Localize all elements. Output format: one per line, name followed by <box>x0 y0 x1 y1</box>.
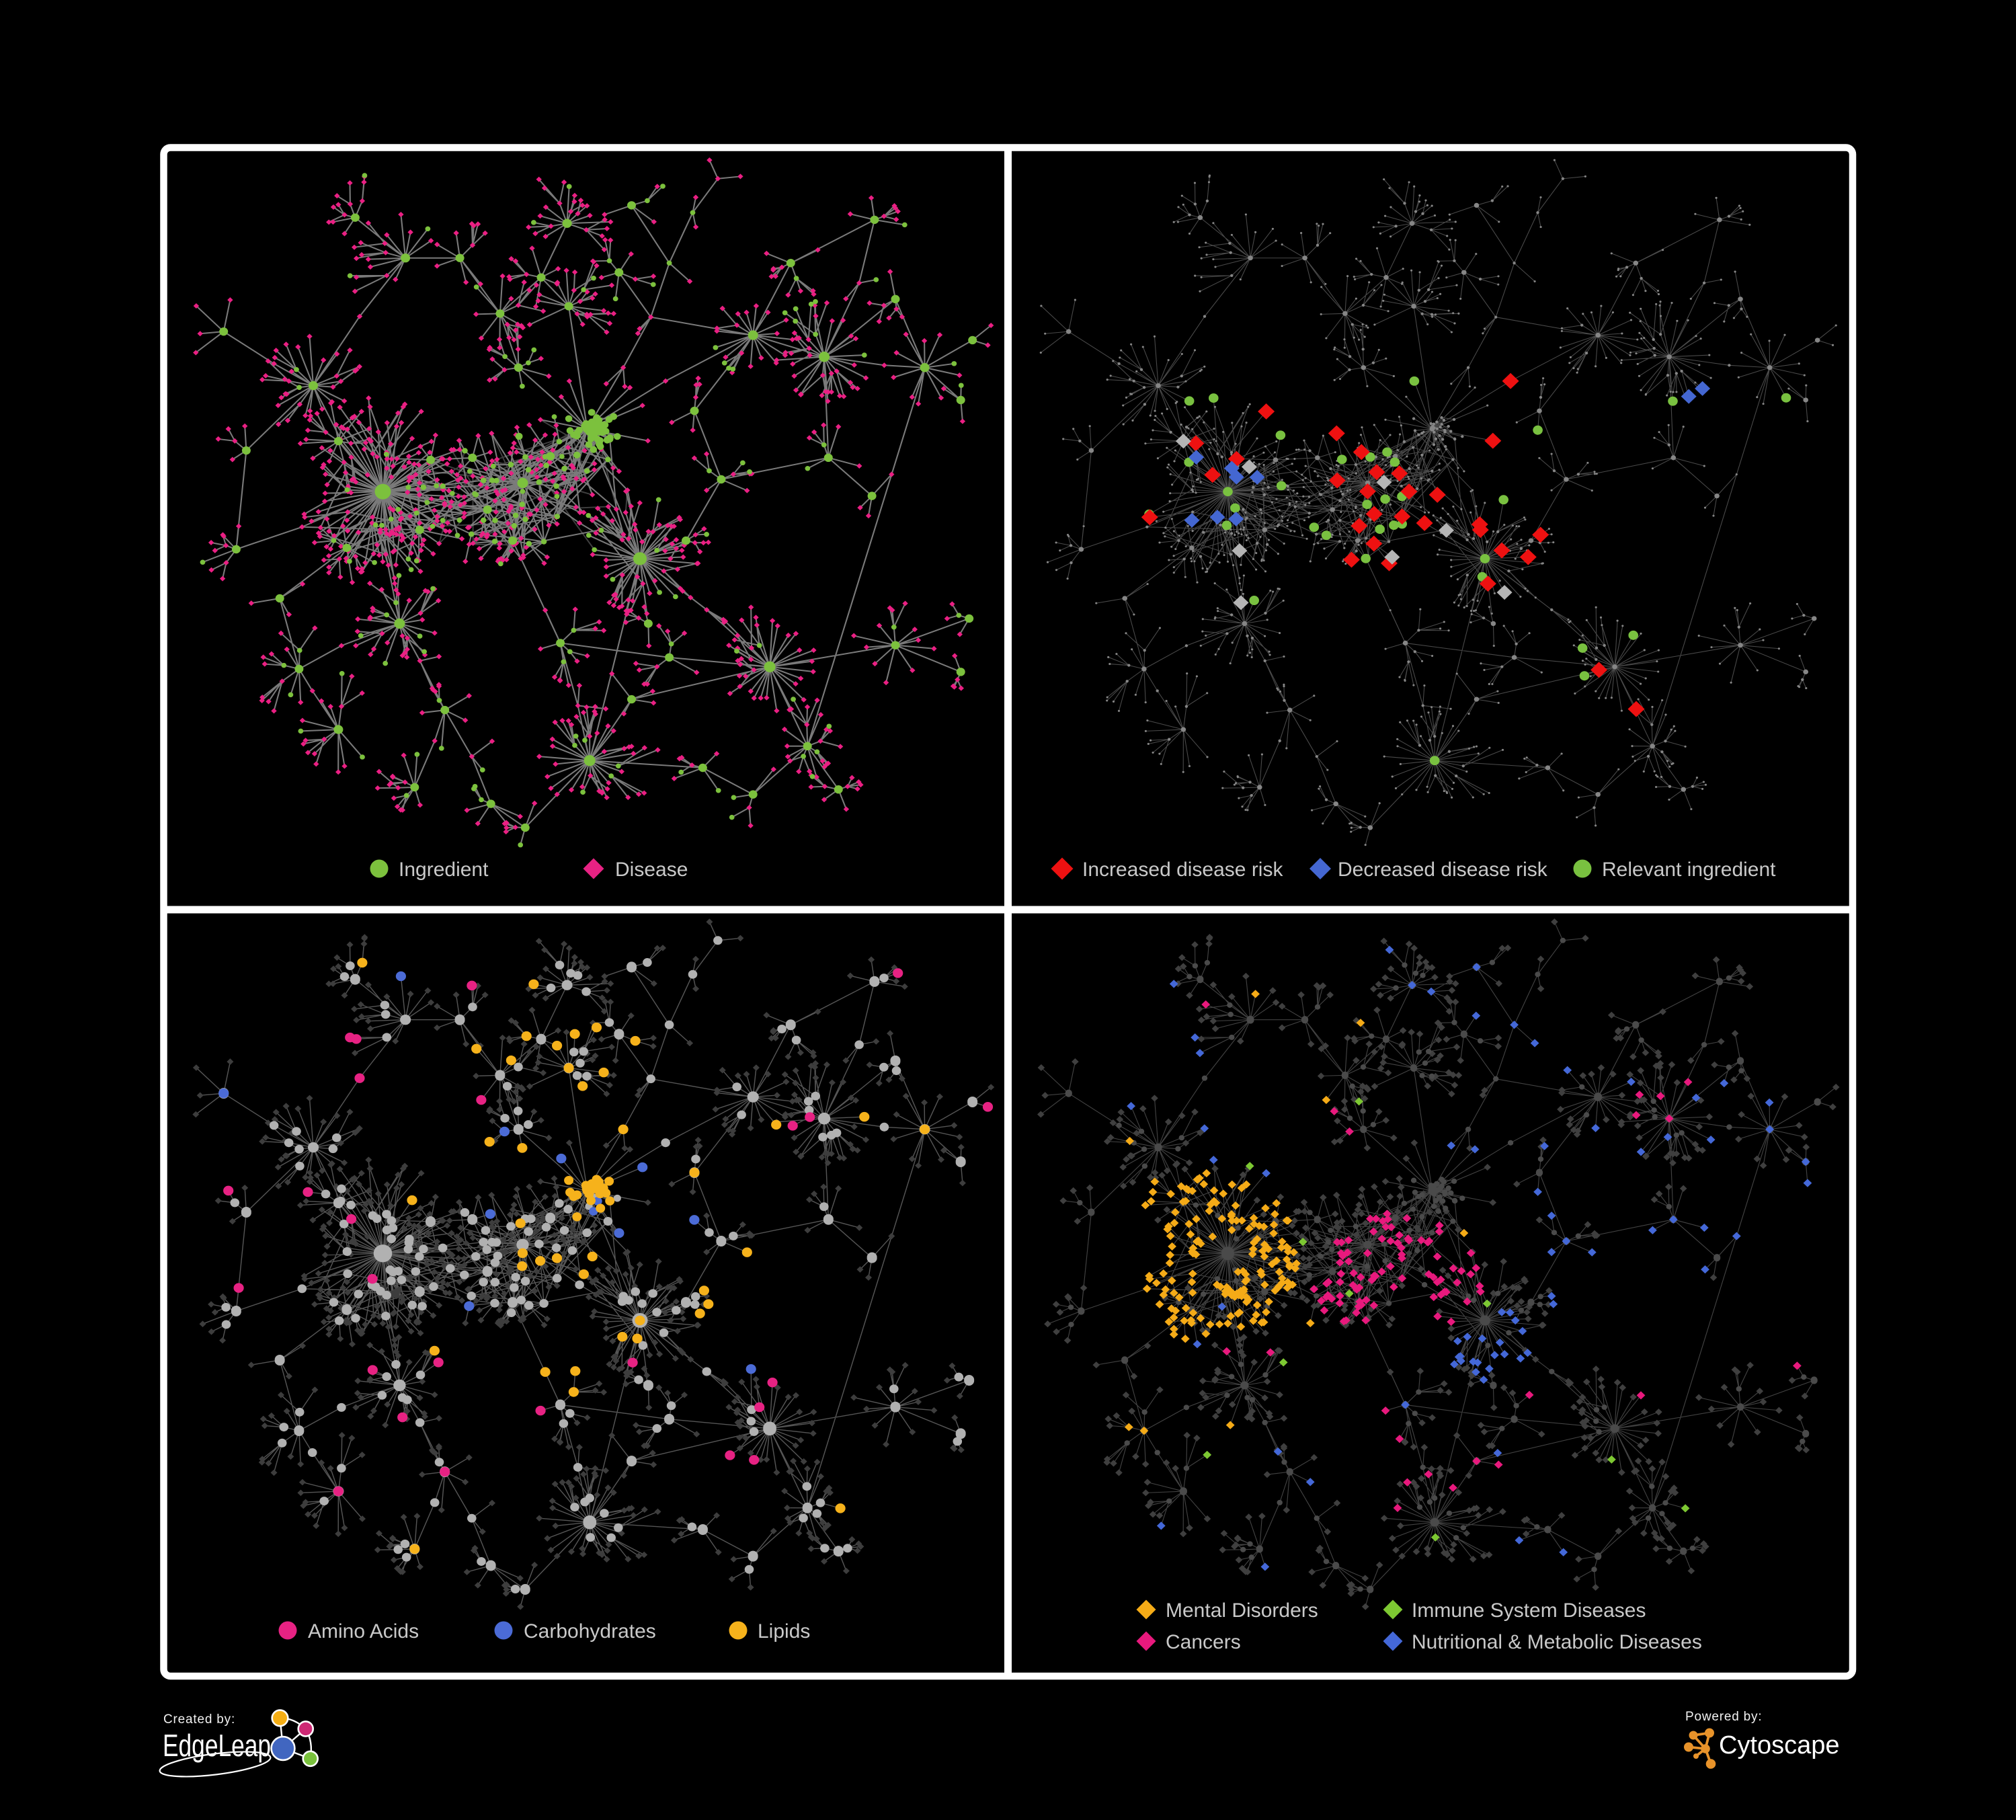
svg-text:Amino Acids: Amino Acids <box>308 1620 419 1643</box>
svg-text:EdgeLeap: EdgeLeap <box>163 1728 271 1763</box>
svg-text:Powered by:: Powered by: <box>1685 1710 1762 1724</box>
svg-text:Decreased disease risk: Decreased disease risk <box>1338 859 1548 881</box>
svg-text:Cytoscape: Cytoscape <box>1719 1731 1840 1759</box>
svg-text:Lipids: Lipids <box>758 1620 810 1643</box>
svg-text:Carbohydrates: Carbohydrates <box>524 1620 656 1643</box>
svg-text:Ingredient: Ingredient <box>399 859 489 881</box>
svg-text:Disease: Disease <box>615 859 688 881</box>
svg-text:Increased disease risk: Increased disease risk <box>1082 859 1283 881</box>
svg-text:Nutritional & Metabolic Diseas: Nutritional & Metabolic Diseases <box>1412 1631 1702 1653</box>
svg-text:Created by:: Created by: <box>163 1712 235 1727</box>
svg-text:Relevant ingredient: Relevant ingredient <box>1602 859 1776 881</box>
svg-text:Mental Disorders: Mental Disorders <box>1166 1599 1318 1622</box>
svg-text:Cancers: Cancers <box>1166 1631 1241 1653</box>
svg-text:Immune System Diseases: Immune System Diseases <box>1412 1599 1646 1622</box>
